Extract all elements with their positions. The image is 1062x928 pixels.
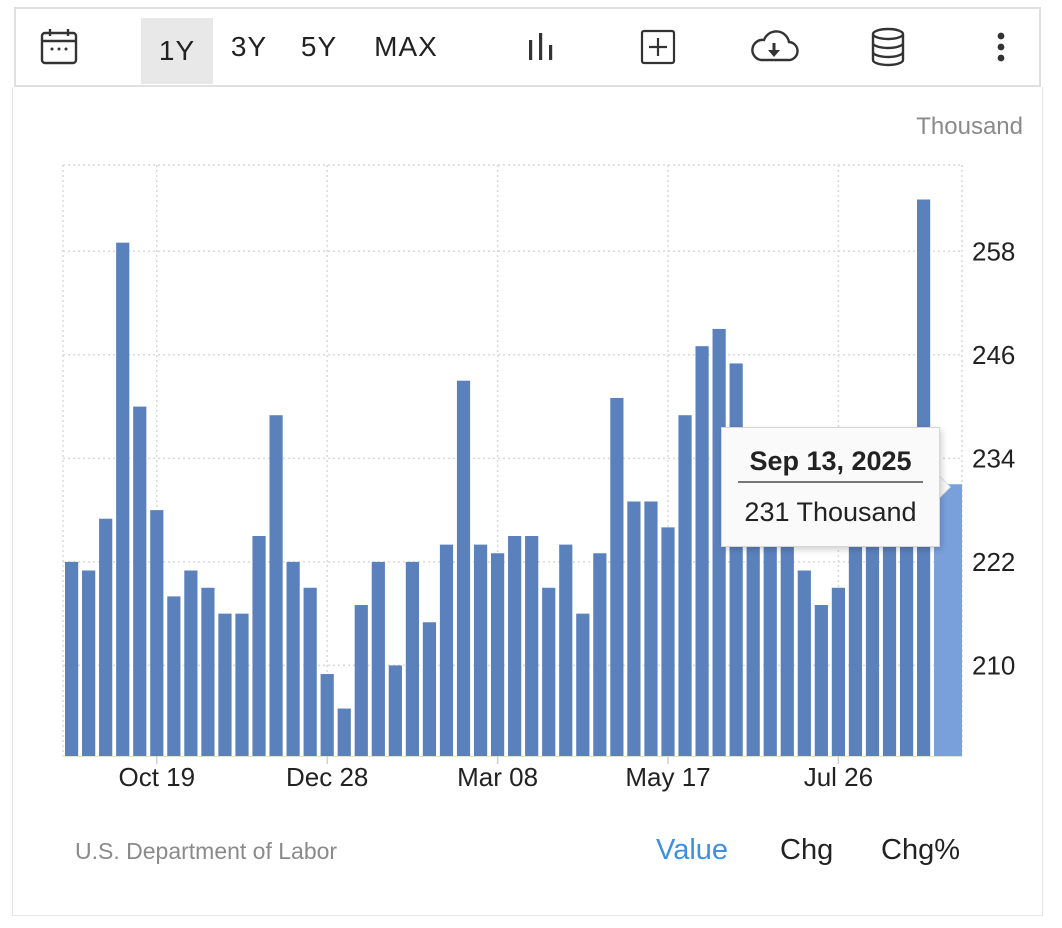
bar[interactable] [848, 510, 863, 756]
chart-toolbar: 1Y 3Y 5Y MAX [14, 7, 1041, 87]
range-3y-button[interactable]: 3Y [230, 31, 268, 62]
cloud-download-icon [751, 30, 799, 62]
tooltip-value: 231 Thousand [744, 497, 917, 527]
y-tick-label: 258 [972, 236, 1015, 266]
bar[interactable] [150, 510, 164, 756]
bar[interactable] [627, 501, 641, 756]
axes: 210 222 234 246 258 Oct 19 Dec 28 Mar 08 May 17 J… [63, 236, 1015, 792]
y-tick-label: 246 [972, 340, 1015, 370]
tooltip-date: Sep 13, 2025 [738, 446, 923, 483]
bar[interactable] [559, 544, 573, 756]
bar[interactable] [405, 561, 419, 756]
bar[interactable] [814, 605, 828, 756]
x-tick-label: Jul 26 [804, 762, 873, 792]
bar[interactable] [167, 596, 181, 756]
bar[interactable] [99, 518, 113, 756]
calendar-button[interactable] [34, 9, 84, 85]
x-tick-label: Dec 28 [286, 762, 368, 792]
bar[interactable] [491, 553, 505, 756]
bar[interactable] [473, 544, 488, 756]
bar-chart-icon [529, 33, 553, 60]
bar[interactable] [439, 544, 454, 756]
database-icon [871, 27, 905, 67]
bar[interactable] [269, 415, 283, 756]
range-5y-button[interactable]: 5Y [300, 31, 338, 62]
bar[interactable] [456, 380, 471, 756]
bar[interactable] [201, 587, 215, 756]
bar[interactable] [116, 242, 130, 756]
bar[interactable] [422, 622, 437, 756]
view-chg-button[interactable]: Chg [780, 834, 834, 866]
bar[interactable] [899, 484, 914, 756]
y-tick-label: 222 [972, 547, 1015, 577]
bar[interactable] [508, 535, 522, 756]
unit-label: Thousand [916, 113, 1023, 140]
bar[interactable] [184, 570, 198, 756]
bar[interactable] [882, 484, 897, 756]
view-value-button[interactable]: Value [656, 834, 729, 866]
bar[interactable] [678, 415, 692, 756]
chart-card [12, 87, 1043, 916]
bar[interactable] [82, 570, 96, 756]
bar[interactable] [661, 527, 675, 756]
add-box-icon [640, 29, 676, 65]
bar[interactable] [252, 535, 266, 756]
bar[interactable] [235, 613, 249, 756]
bar[interactable] [610, 397, 624, 756]
bar[interactable] [133, 406, 147, 756]
more-options-button[interactable] [984, 9, 1018, 85]
data-button[interactable] [866, 9, 910, 85]
bar[interactable] [797, 570, 811, 756]
bar[interactable] [218, 613, 232, 756]
view-chg-pct-button[interactable]: Chg% [881, 834, 960, 866]
bar[interactable] [729, 363, 743, 756]
bar[interactable] [371, 561, 385, 756]
bar[interactable] [576, 613, 590, 756]
bar[interactable] [286, 561, 300, 756]
bar[interactable] [320, 674, 334, 756]
bar[interactable] [831, 587, 845, 756]
y-tick-label: 210 [972, 650, 1015, 680]
bar[interactable] [593, 553, 607, 756]
bar[interactable] [525, 535, 539, 756]
y-tick-label: 234 [972, 443, 1015, 473]
add-indicator-button[interactable] [636, 9, 680, 85]
bar[interactable] [780, 544, 794, 756]
source-label: U.S. Department of Labor [75, 838, 338, 864]
bar[interactable] [354, 605, 368, 756]
calendar-icon [40, 29, 78, 65]
x-tick-label: Oct 19 [119, 762, 196, 792]
x-tick-label: Mar 08 [457, 762, 538, 792]
chart-type-button[interactable] [521, 9, 561, 85]
range-max-button[interactable]: MAX [374, 31, 438, 62]
bar[interactable] [695, 346, 709, 756]
bar[interactable] [65, 561, 79, 756]
bar[interactable] [337, 708, 351, 756]
bar[interactable] [303, 587, 317, 756]
range-1y-button[interactable]: 1Y [141, 18, 213, 84]
more-vertical-icon [997, 32, 1005, 62]
bar[interactable] [542, 587, 556, 756]
bar[interactable] [865, 484, 880, 756]
tooltip: Sep 13, 2025 231 Thousand [721, 427, 940, 547]
download-button[interactable] [746, 9, 802, 85]
x-tick-label: May 17 [625, 762, 710, 792]
bar[interactable] [644, 501, 658, 756]
bar[interactable] [388, 665, 402, 756]
tooltip-pointer [939, 476, 950, 498]
